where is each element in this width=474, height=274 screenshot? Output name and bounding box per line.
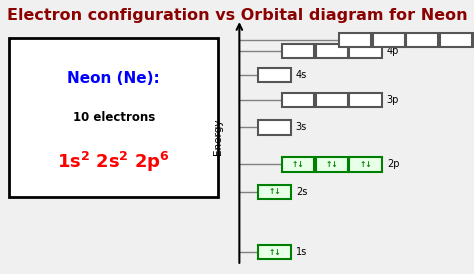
Text: 3s: 3s [296, 122, 307, 132]
Bar [258, 245, 291, 259]
Bar [406, 33, 438, 47]
Bar [440, 33, 472, 47]
Bar [316, 44, 348, 58]
Bar [349, 157, 382, 172]
Text: 1s: 1s [296, 247, 307, 257]
Text: ↑↓: ↑↓ [359, 160, 372, 169]
Text: 4p: 4p [387, 46, 399, 56]
Text: 10 electrons: 10 electrons [73, 111, 155, 124]
Bar [349, 93, 382, 107]
Bar [9, 38, 218, 197]
Bar [316, 157, 348, 172]
Text: $\mathbf{1s^2\ 2s^2\ 2p^6}$: $\mathbf{1s^2\ 2s^2\ 2p^6}$ [57, 150, 170, 174]
Text: 3p: 3p [387, 95, 399, 105]
Text: ↑↓: ↑↓ [268, 248, 281, 256]
Text: ↑↓: ↑↓ [268, 187, 281, 196]
Bar [339, 33, 371, 47]
Bar [258, 120, 291, 135]
Text: 2p: 2p [387, 159, 399, 169]
Bar [373, 33, 405, 47]
Bar [316, 93, 348, 107]
Bar [282, 157, 314, 172]
Bar [258, 68, 291, 82]
Bar [258, 185, 291, 199]
Text: Energy: Energy [213, 119, 223, 155]
Text: ↑↓: ↑↓ [292, 160, 304, 169]
Text: Electron configuration vs Orbital diagram for Neon: Electron configuration vs Orbital diagra… [7, 8, 467, 23]
Text: ↑↓: ↑↓ [326, 160, 338, 169]
Text: 2s: 2s [296, 187, 307, 197]
Bar [282, 44, 314, 58]
Bar [349, 44, 382, 58]
Bar [282, 93, 314, 107]
Text: Neon (Ne):: Neon (Ne): [67, 71, 160, 85]
Text: 4s: 4s [296, 70, 307, 80]
